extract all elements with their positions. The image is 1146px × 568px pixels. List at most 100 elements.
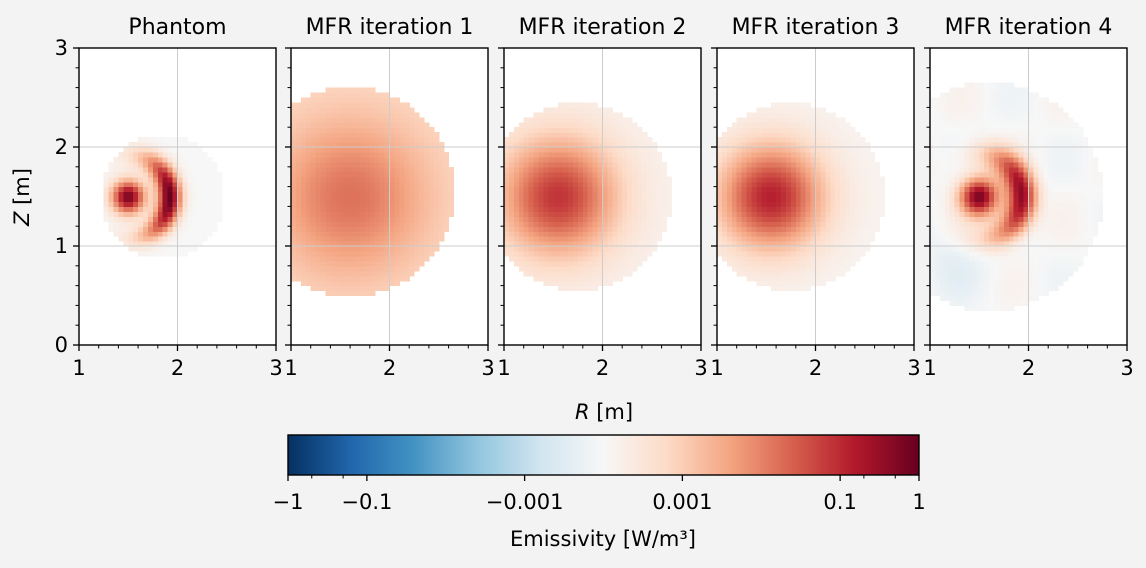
heatmap-cell bbox=[796, 281, 802, 287]
heatmap-cell bbox=[603, 231, 609, 237]
heatmap-cell bbox=[717, 201, 723, 207]
heatmap-cell bbox=[301, 261, 307, 267]
heatmap-cell bbox=[974, 88, 980, 94]
heatmap-cell bbox=[979, 177, 985, 183]
heatmap-cell bbox=[722, 182, 728, 188]
heatmap-cell bbox=[612, 271, 618, 277]
heatmap-cell bbox=[178, 201, 184, 207]
heatmap-cell bbox=[563, 192, 569, 198]
heatmap-cell bbox=[414, 221, 420, 227]
heatmap-cell bbox=[394, 167, 400, 173]
heatmap-cell bbox=[955, 266, 961, 272]
heatmap-cell bbox=[350, 251, 356, 257]
heatmap-cell bbox=[969, 132, 975, 138]
heatmap-cell bbox=[960, 122, 966, 128]
heatmap-cell bbox=[394, 122, 400, 128]
heatmap-cell bbox=[543, 276, 549, 282]
heatmap-cell bbox=[158, 167, 164, 173]
heatmap-cell bbox=[930, 197, 936, 203]
heatmap-cell bbox=[984, 172, 990, 178]
heatmap-cell bbox=[178, 187, 184, 193]
heatmap-cell bbox=[414, 162, 420, 168]
heatmap-cell bbox=[355, 182, 361, 188]
heatmap-cell bbox=[820, 177, 826, 183]
heatmap-cell bbox=[404, 226, 410, 232]
heatmap-cell bbox=[845, 261, 851, 267]
heatmap-cell bbox=[955, 236, 961, 242]
heatmap-cell bbox=[1004, 296, 1010, 302]
heatmap-cell bbox=[355, 286, 361, 292]
heatmap-cell bbox=[955, 211, 961, 217]
heatmap-cell bbox=[163, 157, 169, 163]
heatmap-cell bbox=[637, 192, 643, 198]
heatmap-cell bbox=[143, 201, 149, 207]
heatmap-cell bbox=[820, 122, 826, 128]
heatmap-cell bbox=[340, 221, 346, 227]
heatmap-cell bbox=[830, 236, 836, 242]
heatmap-cell bbox=[153, 236, 159, 242]
heatmap-cell bbox=[835, 117, 841, 123]
heatmap-cell bbox=[409, 122, 415, 128]
heatmap-cell bbox=[657, 236, 663, 242]
heatmap-cell bbox=[321, 221, 327, 227]
heatmap-cell bbox=[935, 216, 941, 222]
heatmap-cell bbox=[1019, 266, 1025, 272]
heatmap-cell bbox=[979, 211, 985, 217]
heatmap-cell bbox=[820, 221, 826, 227]
heatmap-cell bbox=[786, 197, 792, 203]
heatmap-cell bbox=[296, 206, 302, 212]
heatmap-cell bbox=[756, 206, 762, 212]
heatmap-cell bbox=[350, 187, 356, 193]
heatmap-cell bbox=[296, 266, 302, 272]
heatmap-cell bbox=[138, 137, 144, 143]
heatmap-cell bbox=[375, 216, 381, 222]
heatmap-cell bbox=[1004, 291, 1010, 297]
heatmap-cell bbox=[612, 117, 618, 123]
heatmap-cell bbox=[1004, 88, 1010, 94]
heatmap-cell bbox=[632, 132, 638, 138]
heatmap-cell bbox=[1029, 226, 1035, 232]
heatmap-cell bbox=[742, 132, 748, 138]
heatmap-cell bbox=[113, 226, 119, 232]
heatmap-cell bbox=[999, 305, 1005, 311]
heatmap-cell bbox=[529, 256, 535, 262]
heatmap-cell bbox=[820, 266, 826, 272]
heatmap-cell bbox=[439, 201, 445, 207]
heatmap-cell bbox=[335, 137, 341, 143]
heatmap-cell bbox=[301, 137, 307, 143]
heatmap-cell bbox=[840, 157, 846, 163]
heatmap-cell bbox=[311, 137, 317, 143]
heatmap-cell bbox=[399, 137, 405, 143]
heatmap-cell bbox=[791, 157, 797, 163]
heatmap-cell bbox=[969, 182, 975, 188]
heatmap-cell bbox=[340, 172, 346, 178]
heatmap-cell bbox=[390, 216, 396, 222]
heatmap-cell bbox=[781, 127, 787, 133]
heatmap-cell bbox=[301, 187, 307, 193]
heatmap-cell bbox=[840, 127, 846, 133]
heatmap-cell bbox=[345, 187, 351, 193]
heatmap-cell bbox=[538, 192, 544, 198]
heatmap-cell bbox=[375, 286, 381, 292]
heatmap-cell bbox=[955, 221, 961, 227]
heatmap-cell bbox=[578, 261, 584, 267]
heatmap-cell bbox=[801, 286, 807, 292]
heatmap-cell bbox=[375, 157, 381, 163]
heatmap-cell bbox=[553, 192, 559, 198]
heatmap-cell bbox=[1009, 162, 1015, 168]
heatmap-cell bbox=[850, 216, 856, 222]
heatmap-cell bbox=[950, 281, 956, 287]
heatmap-cell bbox=[138, 226, 144, 232]
heatmap-cell bbox=[747, 266, 753, 272]
heatmap-cell bbox=[969, 226, 975, 232]
heatmap-cell bbox=[617, 117, 623, 123]
heatmap-cell bbox=[999, 192, 1005, 198]
heatmap-cell bbox=[627, 182, 633, 188]
heatmap-cell bbox=[404, 276, 410, 282]
heatmap-cell bbox=[756, 221, 762, 227]
heatmap-cell bbox=[578, 162, 584, 168]
heatmap-cell bbox=[182, 197, 188, 203]
heatmap-cell bbox=[330, 201, 336, 207]
heatmap-cell bbox=[583, 246, 589, 252]
heatmap-cell bbox=[583, 112, 589, 118]
